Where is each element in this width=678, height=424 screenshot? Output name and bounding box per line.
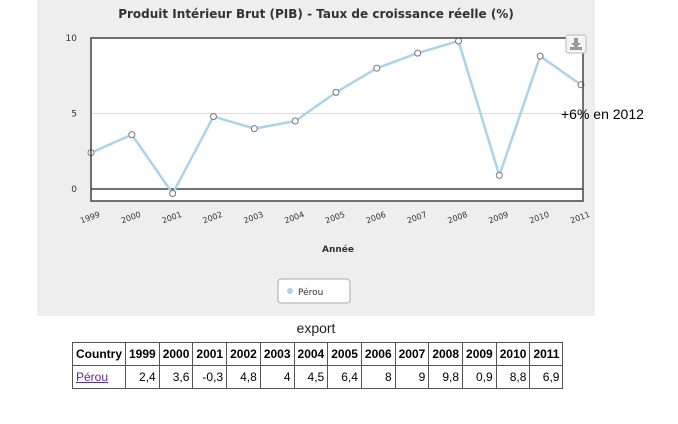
value-cell: 0,9 <box>462 365 497 389</box>
table-row: Pérou 2,4 3,6 -0,3 4,8 4 4,5 6,4 8 9 9,8 0,9 8,8 6,9 <box>72 365 564 389</box>
value-cell: 2,4 <box>125 365 160 389</box>
annotation-label: +6% en 2012 <box>561 106 644 122</box>
value-cell: 8 <box>360 365 396 389</box>
x-tick-label: 2006 <box>365 210 387 225</box>
download-icon <box>570 38 582 50</box>
x-tick-label: 2007 <box>406 210 428 225</box>
download-button[interactable] <box>565 34 587 54</box>
chart: Produit Intérieur Brut (PIB) - Taux de c… <box>66 7 591 304</box>
data-point[interactable] <box>536 52 544 60</box>
plot-border <box>90 37 584 202</box>
plot-area <box>91 38 583 201</box>
y-axis-ticks: 0 5 10 <box>66 34 78 195</box>
header-year: 2009 <box>462 342 497 366</box>
header-year: 2002 <box>226 342 261 366</box>
y-tick-label: 0 <box>71 185 77 195</box>
table-header-row: Country 1999 2000 2001 2002 2003 2004 2005 2006… <box>72 342 564 366</box>
legend-label[interactable]: Pérou <box>298 287 323 298</box>
y-tick-label: 10 <box>66 34 78 44</box>
value-cell: 3,6 <box>158 365 194 389</box>
header-year: 2007 <box>394 342 430 366</box>
x-tick-label: 2001 <box>161 210 183 225</box>
value-cell: 6,9 <box>529 365 564 389</box>
x-tick-label: 2005 <box>324 210 346 225</box>
country-cell: Pérou <box>72 365 126 389</box>
data-point[interactable] <box>169 190 177 198</box>
x-tick-label: 1999 <box>79 210 101 225</box>
header-country: Country <box>72 342 126 366</box>
value-cell: -0,3 <box>192 365 228 389</box>
x-tick-label: 2009 <box>487 210 509 225</box>
country-link[interactable]: Pérou <box>76 370 109 384</box>
legend-items: Pérou <box>287 287 323 298</box>
header-year: 2004 <box>293 342 329 366</box>
x-tick-label: 2011 <box>569 210 591 225</box>
export-label: export <box>296 320 336 336</box>
header-year: 2001 <box>192 342 228 366</box>
x-axis-ticks: 1999 2000 2001 2002 2003 2004 2005 2006 2007 2008… <box>79 210 591 225</box>
header-year: 2005 <box>327 342 362 366</box>
value-cell: 8,8 <box>495 365 531 389</box>
data-point[interactable] <box>250 125 258 133</box>
value-cell: 9,8 <box>428 365 464 389</box>
data-point[interactable] <box>210 113 217 121</box>
header-year: 2000 <box>158 342 194 366</box>
header-year: 2003 <box>259 342 295 366</box>
x-tick-label: 2008 <box>447 210 469 225</box>
x-axis-title: Année <box>322 244 354 255</box>
data-point[interactable] <box>128 131 136 139</box>
header-year: 2008 <box>428 342 464 366</box>
header-year: 2010 <box>495 342 531 366</box>
value-cell: 6,4 <box>327 365 362 389</box>
data-point[interactable] <box>414 49 422 57</box>
series-group <box>87 37 585 198</box>
y-tick-label: 5 <box>71 110 77 120</box>
x-tick-label: 2000 <box>120 210 142 225</box>
legend: Pérou <box>277 278 351 304</box>
header-year: 1999 <box>125 342 160 366</box>
value-cell: 4,8 <box>226 365 261 389</box>
value-cell: 4 <box>259 365 295 389</box>
value-cell: 9 <box>394 365 430 389</box>
chart-panel: Produit Intérieur Brut (PIB) - Taux de c… <box>37 0 595 316</box>
data-point[interactable] <box>332 88 340 96</box>
data-table: Country 1999 2000 2001 2002 2003 2004 2005 2006… <box>72 342 564 389</box>
x-tick-label: 2010 <box>528 210 550 225</box>
legend-box <box>277 278 351 304</box>
chart-title: Produit Intérieur Brut (PIB) - Taux de c… <box>118 7 514 21</box>
table-body: Pérou 2,4 3,6 -0,3 4,8 4 4,5 6,4 8 9 9,8 0,9 8,8 6,9 <box>72 365 564 389</box>
x-tick-label: 2004 <box>283 210 305 225</box>
x-tick-label: 2003 <box>242 210 264 225</box>
data-point[interactable] <box>495 171 503 179</box>
data-point[interactable] <box>455 37 462 45</box>
header-year: 2006 <box>360 342 396 366</box>
header-year: 2011 <box>529 342 564 366</box>
value-cell: 4,5 <box>293 365 329 389</box>
data-point[interactable] <box>291 117 299 125</box>
plot-background <box>91 38 583 201</box>
legend-marker <box>287 288 293 294</box>
data-point[interactable] <box>373 64 381 72</box>
x-tick-label: 2002 <box>202 210 224 225</box>
